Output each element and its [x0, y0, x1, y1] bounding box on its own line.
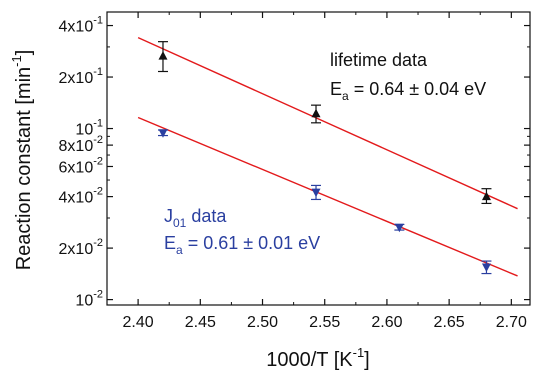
j01-data-point: [394, 223, 404, 233]
y-tick-exponent: -1: [93, 118, 103, 130]
y-tick-label: 2x10-2: [59, 237, 103, 258]
y-tick-label: 10-1: [75, 118, 103, 139]
axis-ticks: 2.40 2.45 2.50 2.55 2.60 2.65 2.704x10-12x10-1…: [59, 12, 530, 331]
y-tick-exponent: -1: [93, 66, 103, 78]
lifetime-data-point: [481, 191, 491, 201]
y-tick-label: 10-2: [75, 289, 103, 310]
y-tick-label: 4x10-1: [59, 15, 103, 36]
lifetime-annotation-title: lifetime data: [330, 50, 428, 70]
y-tick-mantissa: 10: [75, 293, 93, 310]
y-tick-mantissa: 10: [75, 122, 93, 139]
j01-subscript: 01: [173, 216, 187, 230]
x-axis-title: 1000/T [K-1]: [266, 345, 369, 371]
x-tick-label: 2.50: [247, 314, 278, 331]
x-tick-label: 2.65: [434, 314, 465, 331]
y-tick-label: 8x10-2: [59, 134, 103, 155]
y-tick-mantissa: 2x10: [59, 70, 94, 87]
j01-symbol: J: [164, 206, 173, 226]
x-tick-label: 2.70: [496, 314, 527, 331]
y-tick-mantissa: 4x10: [59, 190, 94, 207]
j01-annotation-title: J01 data: [164, 206, 227, 230]
y-axis-title-end: ]: [13, 50, 35, 56]
y-tick-exponent: -2: [93, 186, 103, 198]
j01-ea-symbol: E: [164, 233, 176, 253]
fit-lines: [137, 36, 518, 277]
j01-data-point: [311, 188, 321, 198]
lifetime-ea-symbol: E: [330, 79, 342, 99]
plot-frame: [106, 11, 531, 306]
y-axis-title: Reaction constant [min-1]: [9, 50, 35, 271]
lifetime-ea-subscript: a: [342, 89, 349, 103]
j01-data-point: [481, 263, 491, 273]
y-tick-exponent: -2: [93, 237, 103, 249]
j01-ea-subscript: a: [176, 243, 183, 257]
x-tick-label: 2.40: [123, 314, 154, 331]
lifetime-ea-value: = 0.64 ± 0.04 eV: [349, 79, 486, 99]
x-axis-title-end: ]: [364, 349, 370, 371]
data-markers: [158, 51, 491, 273]
y-tick-mantissa: 6x10: [59, 159, 94, 176]
x-tick-label: 2.45: [185, 314, 216, 331]
j01-data-point: [158, 129, 168, 138]
y-tick-mantissa: 4x10: [59, 19, 94, 36]
lifetime-annotation-ea: Ea = 0.64 ± 0.04 eV: [330, 79, 486, 103]
x-tick-label: 2.60: [371, 314, 402, 331]
j01-annotation-ea: Ea = 0.61 ± 0.01 eV: [164, 233, 320, 257]
lifetime-fit-line: [137, 36, 518, 210]
x-tick-label: 2.55: [309, 314, 340, 331]
y-axis-title-sup: -1: [9, 55, 24, 67]
lifetime-data-point: [311, 108, 321, 118]
x-axis-title-sup: -1: [353, 345, 365, 360]
j01-ea-value: = 0.61 ± 0.01 eV: [183, 233, 320, 253]
y-axis-title-text: Reaction constant [min: [13, 67, 35, 270]
x-axis-title-text: 1000/T [K: [266, 349, 353, 371]
y-tick-label: 6x10-2: [59, 155, 103, 176]
j01-suffix: data: [186, 206, 227, 226]
y-tick-exponent: -1: [93, 15, 103, 27]
lifetime-data-point: [158, 51, 168, 60]
y-tick-label: 4x10-2: [59, 186, 103, 207]
y-tick-exponent: -2: [93, 289, 103, 301]
y-tick-label: 2x10-1: [59, 66, 103, 87]
y-tick-exponent: -2: [93, 155, 103, 167]
y-tick-exponent: -2: [93, 134, 103, 146]
y-tick-mantissa: 8x10: [59, 138, 94, 155]
y-tick-mantissa: 2x10: [59, 241, 94, 258]
j01-fit-line: [137, 116, 518, 277]
